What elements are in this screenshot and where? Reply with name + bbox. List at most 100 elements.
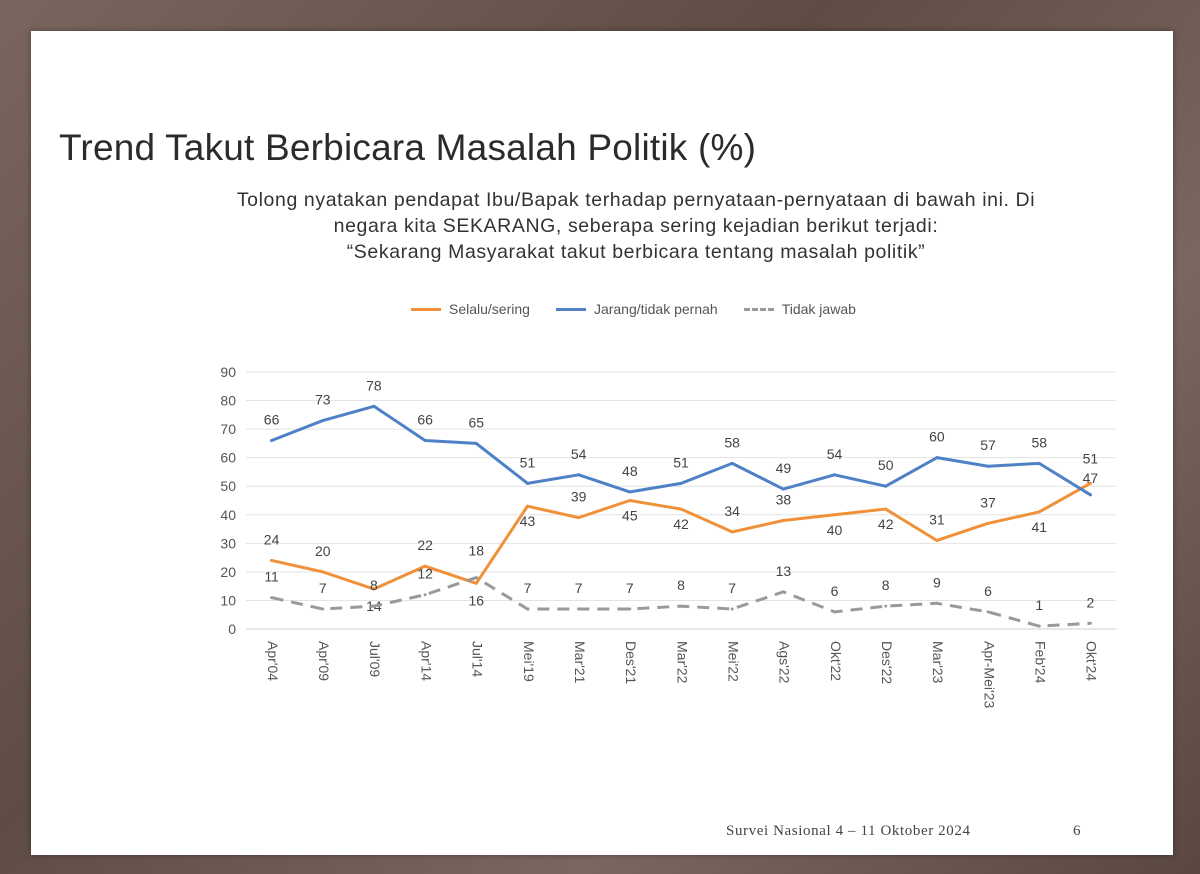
x-tick-label: Apr'09 xyxy=(316,641,332,681)
y-tick-label: 20 xyxy=(220,564,236,580)
data-point-tidak_jawab xyxy=(884,604,888,608)
slide: Trend Takut Berbicara Masalah Politik (%… xyxy=(31,31,1173,855)
data-label-selalu: 37 xyxy=(980,494,996,510)
data-label-jarang: 51 xyxy=(520,454,536,470)
y-tick-label: 60 xyxy=(220,450,236,466)
data-point-tidak_jawab xyxy=(833,610,837,614)
data-label-jarang: 57 xyxy=(980,437,996,453)
data-label-jarang: 47 xyxy=(1083,470,1099,486)
data-label-selalu: 22 xyxy=(417,537,433,553)
x-tick-label: Feb'24 xyxy=(1033,641,1049,684)
legend-label-selalu: Selalu/sering xyxy=(449,301,530,317)
legend-label-tidak-jawab: Tidak jawab xyxy=(781,301,856,317)
data-label-jarang: 51 xyxy=(673,454,689,470)
data-label-selalu: 42 xyxy=(673,516,689,532)
data-point-jarang xyxy=(679,481,683,485)
data-point-tidak_jawab xyxy=(423,593,427,597)
y-tick-label: 80 xyxy=(220,393,236,409)
data-label-jarang: 73 xyxy=(315,392,331,408)
data-label-jarang: 60 xyxy=(929,429,945,445)
x-tick-label: Jul'14 xyxy=(470,641,486,677)
x-tick-label: Mar'23 xyxy=(930,641,946,684)
data-label-tidak_jawab: 6 xyxy=(831,583,839,599)
data-label-tidak_jawab: 8 xyxy=(677,577,685,593)
x-tick-label: Des'22 xyxy=(879,641,895,684)
data-label-jarang: 58 xyxy=(1031,434,1047,450)
data-label-selalu: 20 xyxy=(315,543,331,559)
x-tick-label: Mar'21 xyxy=(572,641,588,684)
data-point-tidak_jawab xyxy=(1037,624,1041,628)
data-point-jarang xyxy=(372,404,376,408)
data-label-selalu: 16 xyxy=(469,592,485,608)
question-line: negara kita SEKARANG, seberapa sering ke… xyxy=(333,215,939,237)
slide-title: Trend Takut Berbicara Masalah Politik (%… xyxy=(59,127,757,168)
data-label-selalu: 42 xyxy=(878,516,894,532)
data-point-selalu xyxy=(628,499,632,502)
x-tick-label: Mar'22 xyxy=(674,641,690,684)
data-point-jarang xyxy=(986,464,990,468)
data-point-tidak_jawab xyxy=(781,590,785,594)
legend-swatch-tidak-jawab xyxy=(743,307,774,311)
data-point-jarang xyxy=(423,439,427,443)
legend-item-jarang: Jarang/tidak pernah xyxy=(555,301,718,317)
x-tick-label: Apr-Mei'23 xyxy=(981,641,997,708)
x-tick-label: Des'21 xyxy=(623,641,639,684)
legend-item-selalu: Selalu/sering xyxy=(411,301,530,317)
data-label-tidak_jawab: 2 xyxy=(1087,594,1095,610)
data-point-jarang xyxy=(833,473,837,477)
line-chart: 0 10 20 30 40 50 60 70 80 90 Apr'04 Apr'09 Jul'09 Apr… xyxy=(220,364,1116,708)
data-label-selalu: 41 xyxy=(1031,519,1047,535)
footer-text: Survei Nasional 4 – 11 Oktober 2024 xyxy=(726,823,971,839)
data-label-jarang: 48 xyxy=(622,463,638,479)
data-point-jarang xyxy=(270,439,274,443)
data-label-jarang: 66 xyxy=(264,412,280,428)
data-point-tidak_jawab xyxy=(372,604,376,608)
data-point-tidak_jawab xyxy=(730,607,734,611)
data-label-tidak_jawab: 7 xyxy=(575,580,583,596)
data-label-tidak_jawab: 6 xyxy=(984,583,992,599)
data-label-selalu: 34 xyxy=(724,503,740,519)
data-point-selalu xyxy=(1037,510,1041,514)
data-label-tidak_jawab: 7 xyxy=(728,580,736,596)
x-tick-label: Apr'14 xyxy=(418,641,434,681)
data-label-jarang: 58 xyxy=(724,434,740,450)
series-line-selalu xyxy=(270,481,1092,591)
data-point-tidak_jawab xyxy=(679,604,683,608)
data-point-selalu xyxy=(986,521,990,525)
data-point-tidak_jawab xyxy=(935,601,939,605)
data-point-selalu xyxy=(730,530,734,534)
data-label-jarang: 66 xyxy=(417,412,433,428)
data-point-selalu xyxy=(935,538,939,542)
x-tick-label: Apr'04 xyxy=(265,641,281,681)
data-point-selalu xyxy=(270,558,274,562)
data-label-jarang: 54 xyxy=(571,446,587,462)
data-point-jarang xyxy=(935,456,939,460)
x-tick-label: Mei'19 xyxy=(521,641,537,682)
data-point-selalu xyxy=(321,570,325,574)
data-point-selalu xyxy=(1088,481,1092,485)
data-label-jarang: 49 xyxy=(776,460,792,476)
data-label-tidak_jawab: 7 xyxy=(319,580,327,596)
data-label-selalu: 39 xyxy=(571,489,587,505)
data-point-jarang xyxy=(474,441,478,445)
data-label-selalu: 43 xyxy=(520,513,536,529)
data-label-jarang: 54 xyxy=(827,446,843,462)
y-tick-label: 70 xyxy=(220,421,236,437)
data-point-tidak_jawab xyxy=(1088,621,1092,625)
data-label-tidak_jawab: 11 xyxy=(264,569,279,585)
data-point-jarang xyxy=(321,419,325,423)
data-point-jarang xyxy=(730,461,734,465)
series-line-jarang xyxy=(270,404,1092,497)
y-tick-label: 50 xyxy=(220,478,236,494)
data-point-tidak_jawab xyxy=(525,607,529,611)
data-label-tidak_jawab: 8 xyxy=(882,577,890,593)
data-label-jarang: 50 xyxy=(878,457,894,473)
data-label-tidak_jawab: 1 xyxy=(1035,597,1043,613)
data-label-jarang: 78 xyxy=(366,377,382,393)
data-point-jarang xyxy=(525,481,529,485)
legend-swatch-selalu xyxy=(411,307,441,311)
data-point-tidak_jawab xyxy=(577,607,581,611)
data-point-tidak_jawab xyxy=(986,610,990,614)
legend-swatch-jarang xyxy=(555,307,586,311)
data-label-tidak_jawab: 13 xyxy=(776,563,792,579)
